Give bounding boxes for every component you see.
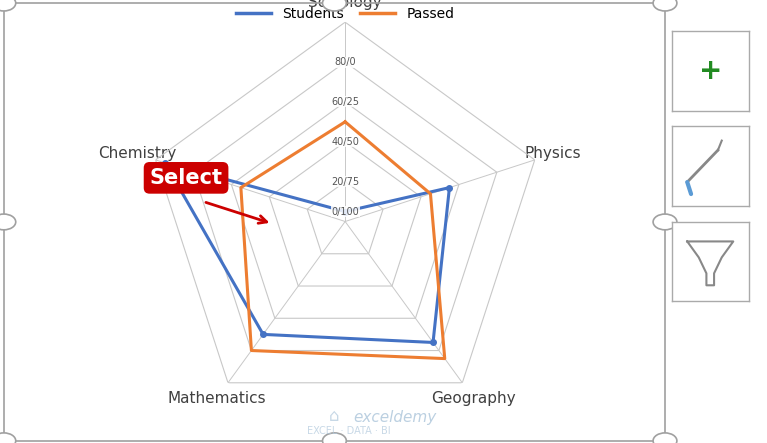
- Text: exceldemy: exceldemy: [353, 410, 436, 425]
- Text: 20/75: 20/75: [331, 177, 359, 187]
- Circle shape: [0, 0, 16, 11]
- Circle shape: [322, 433, 347, 443]
- Circle shape: [653, 433, 677, 443]
- Circle shape: [322, 0, 347, 11]
- Circle shape: [0, 214, 16, 230]
- Circle shape: [0, 433, 16, 443]
- Text: +: +: [699, 57, 722, 85]
- Text: 40/50: 40/50: [331, 137, 359, 147]
- Circle shape: [653, 214, 677, 230]
- Text: EXCEL · DATA · BI: EXCEL · DATA · BI: [307, 426, 391, 435]
- Text: 60/25: 60/25: [331, 97, 359, 107]
- Circle shape: [653, 0, 677, 11]
- Legend: Students, Passed: Students, Passed: [231, 1, 459, 26]
- Text: 0/100: 0/100: [331, 206, 359, 217]
- Text: 80/0: 80/0: [334, 57, 356, 67]
- Text: Select: Select: [150, 168, 222, 188]
- Text: ⌂: ⌂: [328, 408, 339, 425]
